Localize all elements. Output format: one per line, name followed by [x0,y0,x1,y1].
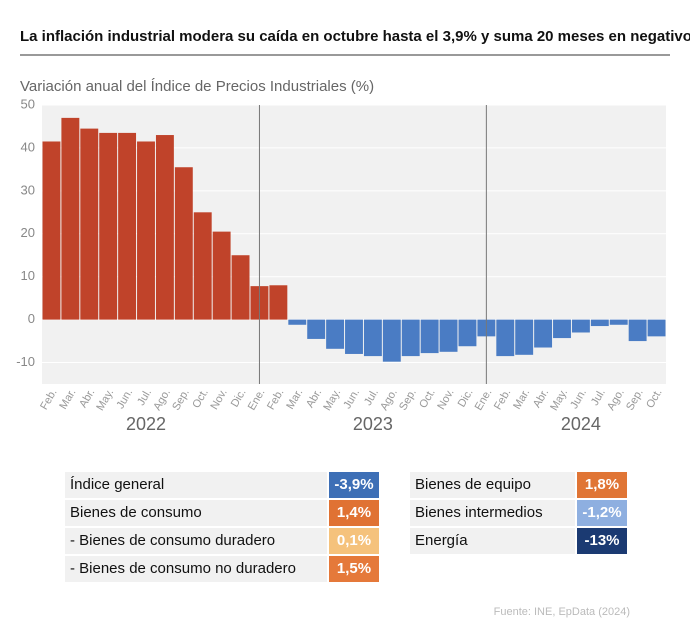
x-tick-label: Jul. [135,387,154,408]
row-label: Energía [410,528,575,554]
bar [193,212,212,320]
bar [401,319,420,357]
bar [61,117,80,320]
x-tick-label: May. [94,387,116,413]
x-tick-label: Sep. [624,387,646,413]
x-tick-label: Mar. [284,387,305,412]
row-value: 1,8% [577,472,627,498]
y-tick-label: 0 [28,311,35,326]
bar [458,319,477,347]
x-tick-label: Oct. [417,387,437,410]
chart-title: La inflación industrial modera su caída … [20,28,690,45]
x-tick-label: Ago. [605,387,627,413]
x-tick-label: Mar. [57,387,78,412]
row-value: -13% [577,528,627,554]
table-row: Índice general -3,9% [65,472,379,498]
bar [534,319,553,348]
row-label: Bienes de consumo [65,500,327,526]
bar [609,319,628,325]
table-row: Bienes intermedios -1,2% [410,500,627,526]
row-value: 1,4% [329,500,379,526]
y-tick-label: 20 [21,225,35,240]
bar [571,319,590,333]
source: Fuente: INE, EpData (2024) [494,606,630,618]
x-tick-label: Feb. [265,387,286,412]
x-tick-label: Feb. [38,387,59,412]
table-row: Energía -13% [410,528,627,554]
x-tick-label: Ene. [246,387,268,413]
x-tick-label: Oct. [644,387,664,410]
x-tick-label: Ene. [473,387,495,413]
row-value: 0,1% [329,528,379,554]
row-label: - Bienes de consumo duradero [65,528,327,554]
row-label: - Bienes de consumo no duradero [65,556,327,582]
x-tick-label: Oct. [190,387,210,410]
y-tick-label: 30 [21,182,35,197]
bar [439,319,458,352]
bar [307,319,326,339]
bar [326,319,345,349]
x-tick-label: Nov. [208,387,229,412]
x-tick-label: Jul. [362,387,381,408]
row-value: 1,5% [329,556,379,582]
bar [420,319,439,354]
x-tick-label: Sep. [397,387,419,413]
bar [553,319,571,339]
year-label: 2024 [561,414,601,434]
x-tick-label: May. [548,387,570,413]
x-tick-label: Jun. [568,387,589,411]
x-tick-label: Mar. [511,387,532,412]
bar [118,132,137,320]
y-tick-label: -10 [16,354,35,369]
bar [42,141,61,320]
bar [80,128,99,320]
year-label: 2022 [126,414,166,434]
bar [174,167,193,320]
x-tick-label: Ago. [151,387,173,413]
row-label: Índice general [65,472,327,498]
x-tick-label: Sep. [170,387,192,413]
row-value: -1,2% [577,500,627,526]
bar [496,319,515,357]
bar [515,319,534,355]
y-tick-label: 50 [21,96,35,111]
bar [99,132,118,320]
x-tick-label: Ago. [378,387,400,413]
table-row: - Bienes de consumo no duradero 1,5% [65,556,379,582]
table-row: - Bienes de consumo duradero 0,1% [65,528,379,554]
bar [345,319,363,354]
row-label: Bienes intermedios [410,500,575,526]
bar [269,285,288,320]
x-tick-label: May. [321,387,343,413]
bar [137,141,155,320]
chart-subtitle: Variación anual del Índice de Precios In… [20,78,374,95]
bar [155,135,174,320]
bar [363,319,382,357]
y-tick-label: 10 [21,268,35,283]
bar [212,231,231,320]
x-tick-label: Jun. [341,387,362,411]
x-tick-label: Jul. [589,387,608,408]
year-label: 2023 [353,414,393,434]
table-row: Bienes de consumo 1,4% [65,500,379,526]
y-tick-label: 40 [21,139,35,154]
row-label: Bienes de equipo [410,472,575,498]
bar [382,319,401,362]
row-value: -3,9% [329,472,379,498]
bar [288,319,307,325]
x-tick-label: Feb. [492,387,513,412]
bar [647,319,666,337]
x-tick-label: Jun. [114,387,135,411]
bar [628,319,647,342]
bar [590,319,609,327]
table-row: Bienes de equipo 1,8% [410,472,627,498]
bar [231,255,250,320]
x-tick-label: Nov. [435,387,456,412]
